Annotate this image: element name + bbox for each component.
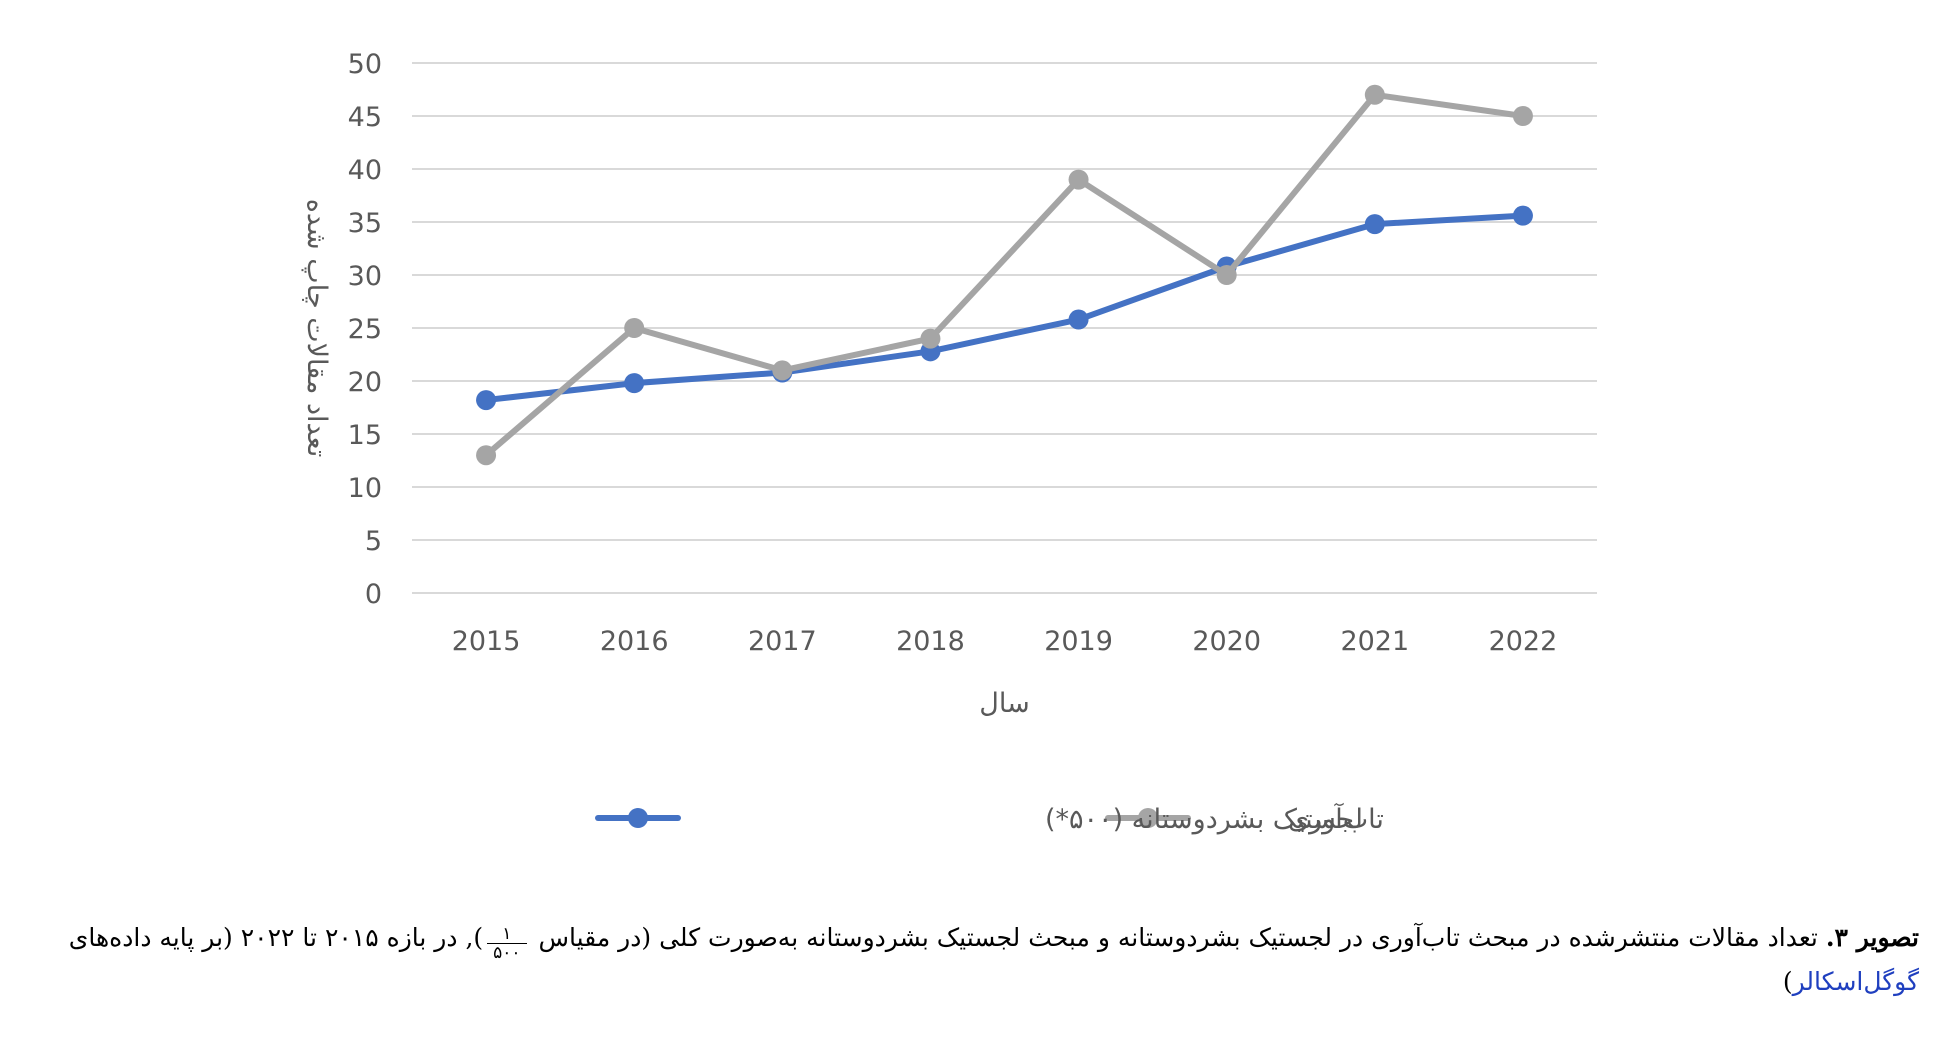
legend-label: لجستیک بشردوستانه (۵۰۰*) [1045, 804, 1363, 835]
data-point [624, 318, 645, 338]
data-point [476, 390, 497, 411]
data-point [772, 360, 793, 381]
x-tick-label: 2018 [896, 626, 965, 657]
x-tick-label: 2016 [600, 626, 669, 657]
y-tick-label: 25 [348, 314, 382, 345]
series-line [483, 212, 1526, 404]
x-axis-title: سال [979, 688, 1029, 719]
data-point [1216, 265, 1237, 285]
fraction-numerator: ۱ [487, 925, 527, 944]
caption-text-after: ), در بازه ۲۰۱۵ تا ۲۰۲۲ (بر پایه داده‌ها… [68, 923, 484, 952]
gridlines [412, 62, 1597, 594]
data-point [1512, 205, 1533, 226]
caption-label: تصویر ۳. [1825, 923, 1919, 952]
y-tick-label: 15 [348, 420, 382, 451]
figure-caption: تصویر ۳. تعداد مقالات منتشرشده در مبحث ت… [14, 916, 1919, 1004]
caption-fraction: ۱ ۵۰۰ [487, 925, 527, 963]
x-tick-label: 2019 [1044, 626, 1113, 657]
data-point [476, 445, 497, 466]
series-1 [476, 84, 1533, 466]
y-tick-label: 10 [348, 473, 382, 504]
y-tick-label: 40 [348, 155, 382, 186]
x-tick-label: 2021 [1340, 626, 1409, 657]
fraction-denominator: ۵۰۰ [493, 943, 521, 963]
data-point [1364, 84, 1385, 105]
y-axis-title: تعداد مقالات چاپ شده [301, 199, 332, 457]
legend-label: تاب‌آوری [1288, 803, 1384, 835]
y-tick-label: 30 [348, 261, 382, 292]
y-tick-label: 5 [365, 526, 382, 557]
legend-swatch-marker [1138, 808, 1158, 828]
x-tick-label: 2022 [1489, 626, 1558, 657]
series-lines [476, 84, 1533, 466]
legend-swatch-marker [628, 808, 648, 828]
y-axis-ticks: 0 5 10 15 20 25 30 35 40 45 50 [348, 49, 382, 610]
y-tick-label: 35 [348, 208, 382, 239]
x-tick-label: 2020 [1192, 626, 1261, 657]
data-point [1364, 214, 1385, 235]
x-axis-ticks: 2015 2016 2017 2018 2019 2020 2021 2022 [452, 626, 1558, 657]
y-tick-label: 50 [348, 49, 382, 80]
series-0 [476, 205, 1533, 411]
data-point [1068, 309, 1089, 330]
y-tick-label: 0 [365, 579, 382, 610]
google-scholar-link[interactable]: گوگل‌اسکالر [1792, 967, 1919, 996]
data-point [920, 328, 941, 349]
series-line [483, 91, 1526, 459]
legend-item: لجستیک بشردوستانه (۵۰۰*) [595, 804, 1363, 835]
data-point [1512, 106, 1533, 126]
y-tick-label: 20 [348, 367, 382, 398]
x-tick-label: 2015 [452, 626, 521, 657]
data-point [624, 373, 645, 394]
y-tick-label: 45 [348, 102, 382, 133]
legend-item: تاب‌آوری [1105, 803, 1384, 835]
caption-close: ) [1782, 967, 1793, 996]
data-point [1068, 169, 1089, 190]
caption-text: تعداد مقالات منتشرشده در مبحث تاب‌آوری د… [538, 923, 1818, 952]
x-tick-label: 2017 [748, 626, 817, 657]
